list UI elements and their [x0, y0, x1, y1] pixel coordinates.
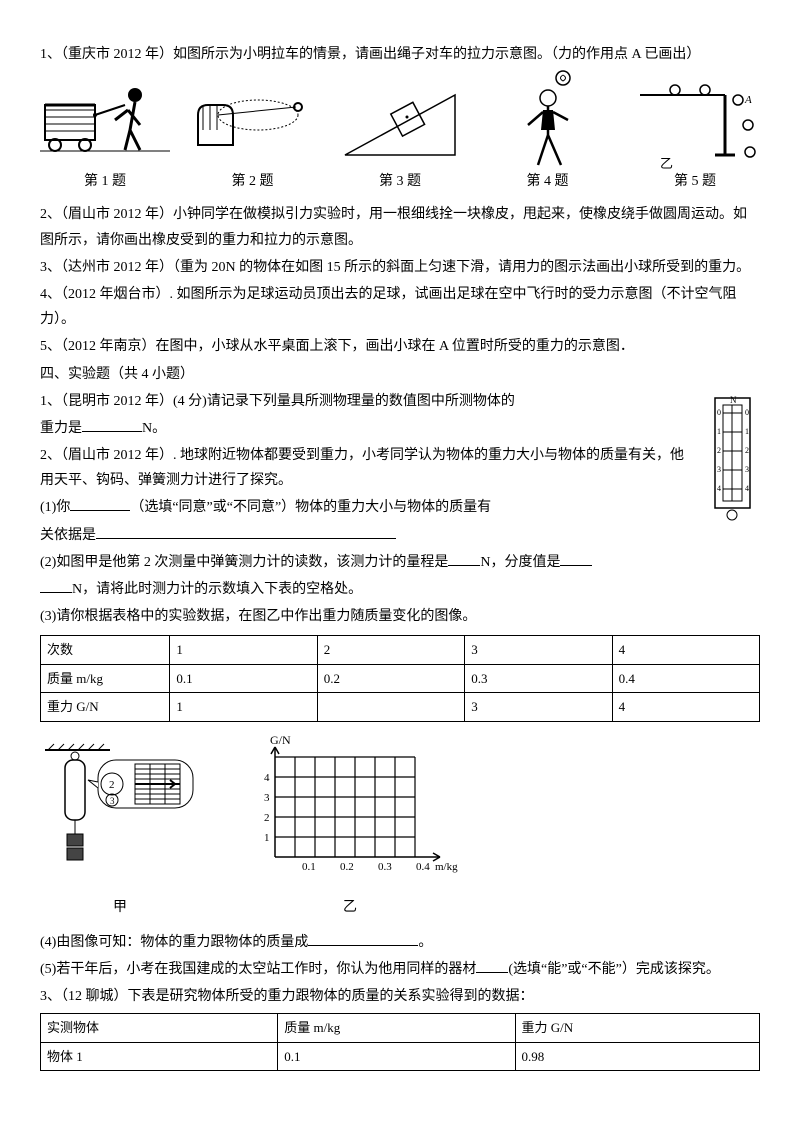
- t2-r1-1: 0.1: [278, 1042, 515, 1070]
- fig-label-3: 第 3 题: [335, 169, 465, 194]
- fig-label-4: 第 4 题: [483, 169, 613, 194]
- figure-labels-row: 第 1 题 第 2 题 第 3 题 第 4 题 第 5 题: [40, 169, 760, 194]
- fig-label-5: 第 5 题: [630, 169, 760, 194]
- t2-h0: 实测物体: [41, 1014, 278, 1042]
- blank-division-cont[interactable]: [40, 578, 72, 593]
- blank-reason[interactable]: [96, 524, 396, 539]
- exp-2-2b: N，请将此时测力计的示数填入下表的空格处。: [40, 577, 760, 602]
- t1-m1: 0.1: [170, 664, 317, 692]
- figure-5-sublabel: 乙: [660, 156, 673, 170]
- exp-1-blank-line: 重力是N。: [40, 416, 760, 441]
- blank-division[interactable]: [560, 551, 592, 566]
- caption-jia: 甲: [40, 895, 200, 920]
- chart-xlabel: m/kg: [435, 861, 458, 873]
- svg-text:3: 3: [745, 465, 749, 474]
- svg-text:A: A: [744, 94, 752, 106]
- t1-h0: 次数: [41, 636, 170, 664]
- svg-text:1: 1: [745, 427, 749, 436]
- question-4: 4、（2012 年烟台市）. 如图所示为足球运动员顶出去的足球，试画出足球在空中…: [40, 282, 760, 332]
- figure-5: A 乙: [630, 75, 760, 165]
- exp-2-3: (3)请你根据表格中的实验数据，在图乙中作出重力随质量变化的图像。: [40, 604, 760, 629]
- figure-3: [335, 75, 465, 165]
- svg-text:3: 3: [264, 792, 270, 804]
- t2-h2: 重力 G/N: [515, 1014, 759, 1042]
- figure-4: [483, 75, 613, 165]
- t1-g4: 4: [612, 693, 759, 721]
- svg-text:N: N: [730, 395, 737, 405]
- t1-h3: 3: [465, 636, 612, 664]
- exp-2: 2、（眉山市 2012 年）. 地球附近物体都要受到重力，小考同学认为物体的重力…: [40, 443, 760, 493]
- svg-text:1: 1: [264, 832, 270, 844]
- svg-text:0: 0: [745, 408, 749, 417]
- diagram-row: 2 3 甲 G/N: [40, 732, 760, 920]
- question-1: 1、（重庆市 2012 年）如图所示为小明拉车的情景，请画出绳子对车的拉力示意图…: [40, 42, 760, 67]
- exp-2-1b: 关依据是: [40, 523, 760, 548]
- data-table-1: 次数 1 2 3 4 质量 m/kg 0.1 0.2 0.3 0.4 重力 G/…: [40, 635, 760, 721]
- t1-h2: 2: [317, 636, 464, 664]
- svg-text:2: 2: [717, 446, 721, 455]
- exp-2-4: (4)由图像可知：物体的重力跟物体的质量成。: [40, 930, 760, 955]
- blank-range[interactable]: [448, 551, 480, 566]
- caption-yi: 乙: [240, 895, 460, 920]
- exp-3: 3、（12 聊城）下表是研究物体所受的重力跟物体的质量的关系实验得到的数据：: [40, 984, 760, 1009]
- exp-2-5: (5)若干年后，小考在我国建成的太空站工作时，你认为他用同样的器材(选填“能”或…: [40, 957, 760, 982]
- figure-1: [40, 75, 170, 165]
- t1-g0: 重力 G/N: [41, 693, 170, 721]
- t2-h1: 质量 m/kg: [278, 1014, 515, 1042]
- question-5: 5、（2012 年南京）在图中，小球从水平桌面上滚下，画出小球在 A 位置时所受…: [40, 334, 760, 359]
- svg-text:0.3: 0.3: [378, 861, 392, 873]
- t1-g1: 1: [170, 693, 317, 721]
- t1-m3: 0.3: [465, 664, 612, 692]
- t1-g2: [317, 693, 464, 721]
- exp-2-2: (2)如图甲是他第 2 次测量中弹簧测力计的读数，该测力计的量程是N，分度值是: [40, 550, 760, 575]
- t1-g3: 3: [465, 693, 612, 721]
- svg-text:0.4: 0.4: [416, 861, 430, 873]
- figure-yi-chart: G/N 1 2 3 4 0.1 0.2: [240, 732, 460, 920]
- exp-1: 1、（昆明市 2012 年）(4 分)请记录下列量具所测物理量的数值图中所测物体…: [40, 389, 760, 414]
- blank-agree[interactable]: [70, 496, 130, 511]
- fig-label-2: 第 2 题: [188, 169, 318, 194]
- svg-text:0: 0: [717, 408, 721, 417]
- t1-m4: 0.4: [612, 664, 759, 692]
- t1-m0: 质量 m/kg: [41, 664, 170, 692]
- question-2: 2、（眉山市 2012 年）小钟同学在做模拟引力实验时，用一根细线拴一块橡皮，甩…: [40, 202, 760, 252]
- svg-text:1: 1: [717, 427, 721, 436]
- exp-2-1: (1)你（选填“同意”或“不同意”）物体的重力大小与物体的质量有: [40, 495, 760, 520]
- svg-text:4: 4: [717, 484, 721, 493]
- t2-r1-0: 物体 1: [41, 1042, 278, 1070]
- svg-text:4: 4: [745, 484, 749, 493]
- svg-text:3: 3: [717, 465, 721, 474]
- figures-row: A 乙: [40, 75, 760, 165]
- svg-text:3: 3: [110, 796, 115, 806]
- chart-ylabel: G/N: [270, 733, 291, 747]
- svg-text:0.1: 0.1: [302, 861, 316, 873]
- fig-label-1: 第 1 题: [40, 169, 170, 194]
- blank-proportional[interactable]: [308, 931, 418, 946]
- spring-gauge-figure: N 0 1 2 3 4 0 1 2 3 4: [705, 393, 760, 532]
- t1-h4: 4: [612, 636, 759, 664]
- t2-r1-2: 0.98: [515, 1042, 759, 1070]
- data-table-2: 实测物体 质量 m/kg 重力 G/N 物体 1 0.1 0.98: [40, 1013, 760, 1071]
- t1-m2: 0.2: [317, 664, 464, 692]
- svg-text:2: 2: [109, 779, 115, 791]
- section-4-heading: 四、实验题（共 4 小题）: [40, 362, 760, 387]
- svg-text:2: 2: [264, 812, 270, 824]
- svg-text:4: 4: [264, 772, 270, 784]
- svg-text:2: 2: [745, 446, 749, 455]
- question-3: 3、（达州市 2012 年）（重为 20N 的物体在如图 15 所示的斜面上匀速…: [40, 255, 760, 280]
- t1-h1: 1: [170, 636, 317, 664]
- blank-gravity-value[interactable]: [82, 417, 142, 432]
- figure-2: [188, 75, 318, 165]
- svg-text:0.2: 0.2: [340, 861, 354, 873]
- blank-can-cannot[interactable]: [476, 958, 508, 973]
- figure-jia: 2 3 甲: [40, 742, 200, 920]
